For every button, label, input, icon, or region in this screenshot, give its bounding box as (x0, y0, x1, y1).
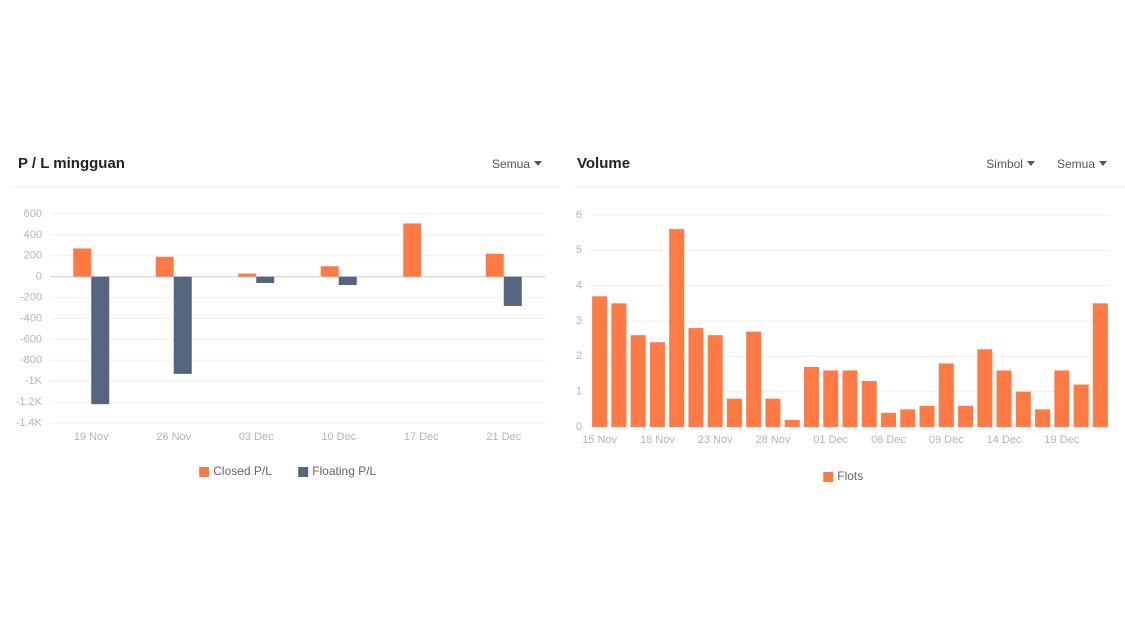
panel-title: Volume (577, 155, 630, 172)
legend-swatch (298, 467, 309, 477)
bar (726, 398, 742, 427)
bar (503, 276, 522, 306)
y-tick-label: 5 (576, 244, 582, 256)
bar (155, 256, 174, 277)
dropdown[interactable]: Simbol (986, 157, 1023, 171)
bar (977, 349, 993, 427)
x-tick-label: 26 Nov (156, 431, 191, 443)
x-tick-label: 23 Nov (698, 434, 733, 446)
y-tick-label: 200 (24, 250, 42, 262)
x-tick-label: 01 Dec (813, 434, 848, 446)
x-tick-label: 15 Nov (582, 434, 617, 446)
bar (1054, 370, 1070, 427)
bar (784, 419, 800, 427)
y-tick-label: 0 (576, 421, 582, 433)
y-tick-label: -1K (25, 375, 43, 387)
x-tick-label: 10 Dec (321, 431, 356, 443)
dropdown[interactable]: Semua (1057, 157, 1095, 171)
bar (238, 273, 257, 277)
bar (746, 331, 762, 427)
bar (338, 276, 357, 286)
bar (256, 276, 275, 283)
bar (958, 405, 974, 427)
x-tick-label: 28 Nov (756, 434, 791, 446)
dropdown-caret[interactable] (534, 161, 542, 166)
y-tick-label: -400 (20, 312, 42, 324)
y-tick-label: 6 (576, 209, 582, 221)
y-tick-label: 2 (576, 350, 582, 362)
legend-swatch (823, 472, 834, 482)
bar (630, 335, 646, 427)
bar (485, 253, 504, 277)
bar (73, 248, 92, 277)
x-tick-label: 03 Dec (239, 431, 274, 443)
x-tick-label: 09 Dec (929, 434, 964, 446)
x-tick-label: 21 Dec (486, 431, 521, 443)
bar (919, 405, 935, 427)
bar (173, 276, 192, 374)
bar (1035, 409, 1051, 427)
y-tick-label: 600 (24, 208, 42, 220)
dropdown[interactable]: Semua (492, 157, 530, 171)
legend-swatch (199, 467, 210, 477)
y-tick-label: 1 (576, 386, 582, 398)
bar (320, 266, 339, 277)
bar (707, 335, 723, 427)
bar (91, 276, 110, 405)
bar (649, 342, 665, 427)
x-tick-label: 19 Nov (74, 431, 109, 443)
x-tick-label: 18 Nov (640, 434, 675, 446)
y-tick-label: -1.4K (16, 417, 43, 429)
bar (996, 370, 1012, 427)
y-tick-label: -200 (20, 292, 42, 304)
bar (765, 398, 781, 427)
bar (1092, 303, 1108, 427)
bar (611, 303, 627, 427)
y-tick-label: 0 (36, 271, 42, 283)
y-tick-label: -800 (20, 354, 42, 366)
bar (592, 296, 608, 427)
x-tick-label: 19 Dec (1044, 434, 1079, 446)
legend-label: Closed P/L (213, 464, 272, 478)
bar (861, 381, 877, 427)
bar (803, 366, 819, 427)
dropdown-caret[interactable] (1026, 161, 1035, 166)
y-tick-label: 400 (24, 229, 42, 241)
bar (842, 370, 858, 427)
panel-title: P / L mingguan (18, 155, 125, 172)
x-tick-label: 06 Dec (871, 434, 906, 446)
y-tick-label: 3 (576, 315, 582, 327)
bar (823, 370, 839, 427)
legend-label: Flots (837, 469, 863, 483)
y-tick-label: 4 (576, 280, 582, 292)
bar (1073, 384, 1089, 427)
bar (403, 223, 422, 277)
bar (1015, 391, 1031, 427)
legend-label: Floating P/L (312, 464, 376, 478)
bar (669, 229, 685, 427)
x-tick-label: 14 Dec (987, 434, 1022, 446)
bar (881, 412, 897, 427)
dropdown-caret[interactable] (1099, 161, 1107, 166)
y-tick-label: -600 (20, 333, 42, 345)
bar (938, 363, 954, 427)
bar (688, 328, 704, 427)
bar (900, 409, 916, 427)
x-tick-label: 17 Dec (404, 431, 439, 443)
y-tick-label: -1.2K (16, 396, 43, 408)
